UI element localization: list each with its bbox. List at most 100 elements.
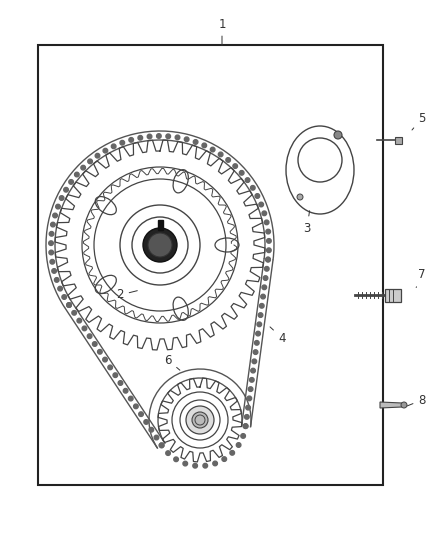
Circle shape [166, 134, 170, 139]
Circle shape [92, 342, 97, 346]
Circle shape [243, 424, 248, 429]
Circle shape [118, 381, 123, 385]
Circle shape [184, 137, 189, 142]
Circle shape [67, 303, 71, 308]
Circle shape [59, 196, 64, 200]
Circle shape [49, 231, 54, 236]
Circle shape [226, 158, 230, 162]
Circle shape [241, 434, 245, 438]
Circle shape [53, 213, 57, 218]
Text: 6: 6 [164, 353, 180, 370]
Circle shape [98, 350, 102, 354]
Circle shape [159, 443, 164, 448]
Text: 7: 7 [416, 269, 426, 287]
Circle shape [111, 144, 116, 149]
Text: 1: 1 [218, 18, 226, 45]
Circle shape [159, 379, 241, 461]
Circle shape [139, 412, 143, 416]
Circle shape [81, 165, 85, 170]
Circle shape [243, 424, 248, 429]
Circle shape [193, 463, 198, 468]
Circle shape [69, 180, 74, 184]
Circle shape [149, 427, 154, 432]
Circle shape [254, 341, 259, 345]
Circle shape [62, 295, 67, 300]
Circle shape [74, 172, 79, 177]
Circle shape [255, 193, 260, 198]
Circle shape [120, 140, 124, 145]
Text: 5: 5 [412, 111, 426, 130]
Circle shape [251, 185, 255, 190]
Circle shape [266, 257, 270, 262]
Circle shape [244, 415, 249, 419]
Circle shape [143, 228, 177, 262]
Circle shape [264, 220, 269, 225]
Circle shape [52, 269, 57, 273]
Circle shape [51, 222, 55, 227]
Circle shape [87, 334, 92, 338]
Circle shape [262, 211, 267, 216]
Circle shape [175, 135, 180, 140]
Circle shape [230, 450, 234, 455]
Circle shape [266, 229, 271, 234]
Circle shape [259, 303, 264, 308]
Circle shape [64, 188, 68, 192]
Circle shape [58, 286, 62, 291]
Circle shape [183, 461, 187, 466]
Circle shape [218, 152, 223, 157]
Circle shape [202, 143, 207, 148]
Circle shape [148, 233, 172, 257]
Circle shape [259, 202, 264, 207]
Circle shape [128, 396, 133, 401]
Circle shape [103, 148, 108, 153]
Circle shape [186, 406, 214, 434]
Circle shape [82, 326, 87, 330]
Circle shape [147, 134, 152, 139]
Circle shape [134, 404, 138, 409]
Circle shape [67, 303, 71, 308]
Bar [38, 45, 383, 485]
Circle shape [113, 373, 118, 377]
Circle shape [267, 248, 271, 253]
Text: 3: 3 [303, 211, 311, 235]
Circle shape [258, 313, 263, 317]
Circle shape [174, 457, 178, 462]
Circle shape [245, 178, 250, 182]
Circle shape [57, 142, 263, 348]
Circle shape [72, 311, 77, 315]
Circle shape [253, 350, 258, 354]
Circle shape [49, 250, 53, 255]
Circle shape [103, 357, 107, 362]
Circle shape [334, 131, 342, 139]
Circle shape [233, 164, 237, 168]
Circle shape [193, 140, 198, 144]
Circle shape [50, 260, 55, 264]
Circle shape [222, 457, 226, 462]
Circle shape [88, 159, 92, 164]
Circle shape [77, 318, 81, 323]
Circle shape [129, 138, 134, 142]
Bar [385, 289, 401, 302]
Bar [395, 137, 402, 144]
Text: 4: 4 [270, 327, 286, 344]
Circle shape [54, 278, 59, 282]
Circle shape [95, 154, 100, 158]
Circle shape [247, 396, 251, 401]
Circle shape [257, 322, 261, 327]
Circle shape [124, 389, 128, 393]
Circle shape [159, 443, 164, 448]
Circle shape [154, 435, 159, 440]
Circle shape [237, 443, 241, 447]
Circle shape [240, 171, 244, 175]
Circle shape [192, 412, 208, 428]
Circle shape [210, 147, 215, 152]
Circle shape [49, 241, 53, 246]
Circle shape [265, 266, 269, 271]
Circle shape [144, 419, 148, 424]
Circle shape [246, 405, 251, 410]
Circle shape [213, 461, 217, 466]
Circle shape [401, 402, 407, 408]
Circle shape [108, 365, 113, 370]
Circle shape [203, 463, 208, 468]
Circle shape [156, 134, 161, 138]
